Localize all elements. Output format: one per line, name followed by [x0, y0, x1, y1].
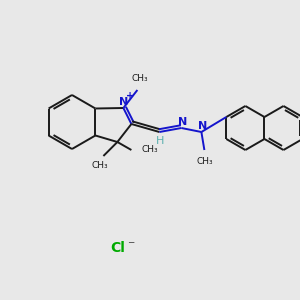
Text: CH₃: CH₃	[131, 74, 148, 83]
Text: ⁻: ⁻	[127, 239, 135, 253]
Text: CH₃: CH₃	[91, 161, 108, 170]
Text: N: N	[178, 117, 187, 127]
Text: N: N	[119, 97, 128, 107]
Text: CH₃: CH₃	[196, 157, 213, 166]
Text: N: N	[198, 121, 207, 131]
Text: Cl: Cl	[111, 241, 125, 255]
Text: H: H	[156, 136, 165, 146]
Text: CH₃: CH₃	[141, 146, 158, 154]
Text: +: +	[126, 91, 134, 101]
